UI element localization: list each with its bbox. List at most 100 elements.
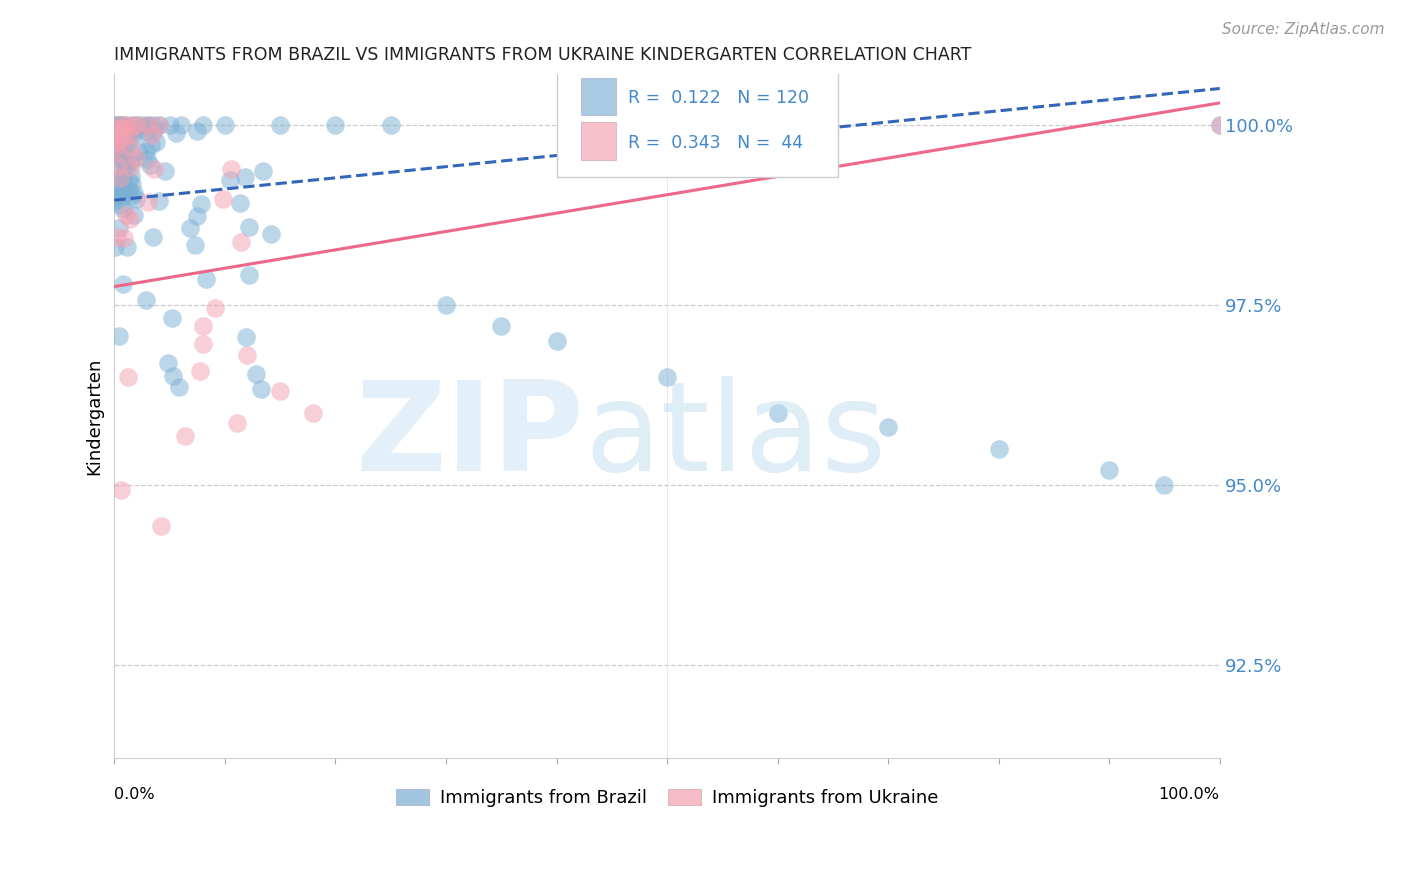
Point (111, 202, 134, 216)
Point (108, 198, 131, 212)
Text: R =  0.122   N = 120: R = 0.122 N = 120 (628, 89, 810, 107)
Point (111, 181, 134, 195)
Point (191, 319, 214, 334)
Point (184, 238, 207, 252)
Point (153, 164, 176, 178)
Point (117, 369, 139, 384)
Point (108, 141, 131, 155)
Point (111, 118, 134, 132)
Point (114, 208, 136, 222)
Point (212, 193, 235, 207)
Point (125, 118, 148, 132)
Point (135, 293, 157, 307)
Text: IMMIGRANTS FROM BRAZIL VS IMMIGRANTS FROM UKRAINE KINDERGARTEN CORRELATION CHART: IMMIGRANTS FROM BRAZIL VS IMMIGRANTS FRO… (114, 46, 972, 64)
Text: 100.0%: 100.0% (1159, 787, 1220, 802)
Point (118, 174, 141, 188)
Point (111, 172, 134, 186)
Point (105, 132, 128, 146)
Point (160, 311, 183, 326)
Point (229, 195, 252, 210)
Point (148, 118, 170, 132)
Point (104, 135, 127, 149)
Point (121, 126, 143, 140)
Point (186, 209, 208, 223)
Point (107, 159, 129, 173)
Point (110, 124, 132, 138)
Point (135, 119, 157, 133)
Point (111, 277, 134, 292)
Point (108, 121, 131, 136)
Point (112, 120, 135, 135)
Point (103, 123, 125, 137)
Text: R =  0.343   N =  44: R = 0.343 N = 44 (628, 134, 803, 153)
Point (125, 118, 148, 132)
Point (766, 406, 789, 420)
Point (1209, 118, 1232, 132)
Point (655, 369, 678, 384)
Point (1153, 477, 1175, 491)
Point (118, 156, 141, 170)
Point (145, 135, 167, 149)
Point (135, 145, 157, 159)
Point (148, 194, 170, 209)
Point (128, 126, 150, 140)
Point (1209, 118, 1232, 132)
Point (107, 128, 129, 143)
Point (115, 240, 138, 254)
Point (117, 128, 139, 142)
Point (214, 118, 236, 132)
Point (112, 150, 135, 164)
Point (114, 164, 136, 178)
Point (120, 141, 142, 155)
Point (107, 143, 129, 157)
Text: 0.0%: 0.0% (114, 787, 155, 802)
Point (110, 131, 132, 145)
Point (204, 301, 226, 316)
Point (877, 420, 900, 434)
Point (104, 190, 127, 204)
Point (107, 118, 129, 132)
Point (107, 142, 129, 156)
Point (245, 367, 267, 381)
Point (104, 145, 127, 160)
Point (148, 118, 170, 132)
Point (188, 364, 211, 378)
Point (229, 235, 252, 249)
Point (136, 118, 159, 132)
Point (269, 384, 291, 398)
Point (104, 139, 127, 153)
Point (120, 152, 142, 166)
Point (117, 126, 139, 140)
Point (105, 128, 128, 143)
Point (143, 123, 166, 137)
Point (238, 219, 260, 234)
Point (104, 118, 127, 132)
Point (142, 230, 165, 244)
Point (103, 119, 125, 133)
Point (149, 518, 172, 533)
Point (107, 128, 129, 142)
Point (157, 356, 180, 370)
Point (191, 118, 214, 132)
Point (302, 406, 325, 420)
Point (128, 144, 150, 158)
Point (125, 151, 148, 165)
Point (108, 146, 131, 161)
Point (120, 169, 142, 183)
Point (250, 382, 273, 396)
Point (219, 173, 242, 187)
Point (122, 118, 145, 132)
Point (170, 118, 193, 132)
Point (114, 118, 136, 132)
Point (104, 239, 127, 253)
Point (110, 186, 132, 201)
Point (434, 297, 457, 311)
Point (107, 229, 129, 244)
Point (120, 118, 142, 132)
Point (120, 161, 142, 175)
FancyBboxPatch shape (557, 64, 838, 177)
Bar (581, 78, 616, 115)
Point (159, 118, 181, 132)
Point (380, 118, 402, 132)
Point (165, 126, 187, 140)
